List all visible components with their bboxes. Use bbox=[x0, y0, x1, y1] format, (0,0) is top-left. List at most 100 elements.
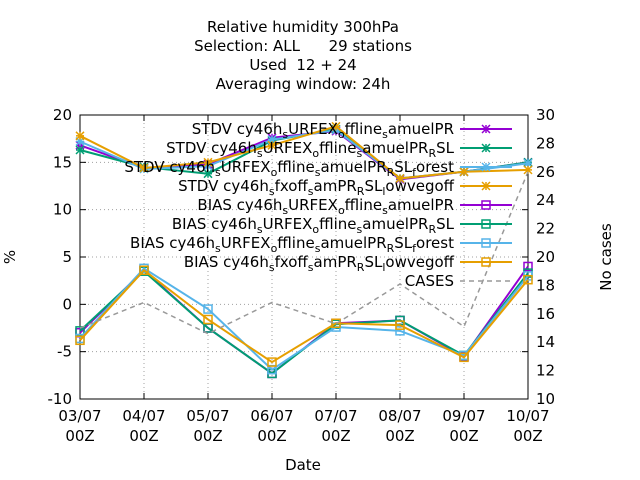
legend-label-6-part-8: f bbox=[412, 242, 417, 255]
chart-title: Relative humidity 300hPa Selection: ALL … bbox=[194, 18, 412, 93]
legend-label-2-part-5: amuelPR bbox=[320, 158, 386, 176]
legend-label-7-part-3: amPR bbox=[314, 253, 357, 271]
legend-label-1-part-4: s bbox=[357, 147, 363, 160]
series-3-point-4 bbox=[331, 121, 341, 131]
series-line-8 bbox=[79, 171, 529, 335]
x-tick-label-6-0: 09/07 bbox=[442, 407, 485, 425]
legend-marker-7-box bbox=[481, 257, 491, 267]
series-7-point-6 bbox=[459, 352, 469, 363]
legend-label-5-part-6: R bbox=[428, 223, 436, 236]
x-tick-label-6-1: 00Z bbox=[449, 427, 478, 445]
y2-tick-label-7: 24 bbox=[536, 191, 555, 209]
series-7-point-2-box bbox=[203, 314, 213, 325]
series-7-point-1-box bbox=[139, 265, 149, 276]
x-tick-label-1-1: 00Z bbox=[129, 427, 158, 445]
legend-label-6-part-0: s bbox=[215, 242, 221, 255]
legend-label-7-part-1: fxoff bbox=[275, 253, 309, 271]
legend-label-4-part-4: s bbox=[382, 204, 388, 217]
legend-label-0-part-0: s bbox=[282, 128, 288, 141]
legend-label-3-part-1: fxoff bbox=[275, 177, 309, 195]
series-3-point-3 bbox=[267, 140, 277, 150]
series-3-point-6 bbox=[459, 167, 469, 177]
x-tick-label-4-0: 07/07 bbox=[314, 407, 357, 425]
legend-label-1-part-1: URFEX bbox=[263, 139, 313, 157]
legend-label-2-part-8: f bbox=[412, 166, 417, 179]
y-tick-label-6: 20 bbox=[53, 106, 72, 124]
series-7-point-7 bbox=[523, 274, 533, 285]
legend-label-5-part-2: o bbox=[312, 223, 319, 236]
series-7-point-6-box bbox=[459, 352, 469, 363]
legend-label-2-part-0: s bbox=[215, 166, 221, 179]
legend-label-5-part-3: ffline bbox=[319, 215, 356, 233]
x-tick-label-5-1: 00Z bbox=[385, 427, 414, 445]
legend-label-0-part-2: o bbox=[338, 128, 345, 141]
legend-label-5-part-0: s bbox=[257, 223, 263, 236]
legend-label-0: STDV cy46hsURFEXofflinesamuelPR bbox=[192, 120, 454, 141]
legend-label-6-part-7: SL bbox=[394, 234, 413, 252]
legend-label-4-part-0: s bbox=[282, 204, 288, 217]
legend-label-5: BIAS cy46hsURFEXofflinesamuelPRRSL bbox=[172, 215, 455, 236]
legend-label-6-part-5: amuelPR bbox=[320, 234, 386, 252]
series-3-point-2 bbox=[203, 157, 213, 167]
series-3-point-5 bbox=[395, 173, 405, 183]
legend-label-7-part-2: s bbox=[308, 261, 314, 274]
series-3-point-1 bbox=[139, 163, 149, 173]
legend-label-6-part-4: s bbox=[315, 242, 321, 255]
y-tick-label-4: 10 bbox=[53, 201, 72, 219]
legend-label-2-part-6: R bbox=[387, 166, 395, 179]
x-axis-ticks: 03/07 00Z 04/07 00Z 05/07 00Z 06/07 00Z 07/07 00Z… bbox=[58, 115, 550, 445]
legend-label-4-part-2: o bbox=[338, 204, 345, 217]
series-layer bbox=[75, 121, 533, 379]
series-3 bbox=[75, 121, 533, 183]
series-8 bbox=[79, 171, 529, 335]
legend-label-1-part-2: o bbox=[312, 147, 319, 160]
title-line-1: Relative humidity 300hPa bbox=[207, 18, 399, 36]
y2-tick-label-9: 28 bbox=[536, 134, 555, 152]
x-tick-label-0-1: 00Z bbox=[65, 427, 94, 445]
legend-label-3-part-4: R bbox=[357, 185, 365, 198]
series-1-point-2 bbox=[203, 169, 213, 179]
y2-tick-label-10: 30 bbox=[536, 106, 555, 124]
legend-label-7-part-5: SL bbox=[364, 253, 383, 271]
legend-label-4-part-3: ffline bbox=[345, 196, 382, 214]
series-3-point-0 bbox=[75, 131, 85, 141]
legend-label-6-prefix: BIAS cy46h bbox=[130, 234, 215, 252]
series-line-3 bbox=[79, 125, 529, 180]
y2-tick-label-2: 14 bbox=[536, 333, 555, 351]
legend-label-7-part-4: R bbox=[357, 261, 365, 274]
series-7-point-3 bbox=[267, 357, 277, 367]
y2-tick-label-5: 20 bbox=[536, 248, 555, 266]
series-7-point-4 bbox=[331, 318, 341, 329]
series-7-point-0 bbox=[75, 335, 85, 346]
legend-label-5-part-5: amuelPR bbox=[362, 215, 428, 233]
series-7-point-4-box bbox=[331, 318, 341, 329]
legend-marker-7 bbox=[481, 257, 491, 267]
legend-label-4-part-1: URFEX bbox=[288, 196, 338, 214]
legend-label-2: STDV cy46hsURFEXofflinesamuelPRRSLforest bbox=[124, 158, 454, 179]
series-7-point-0-box bbox=[75, 335, 85, 346]
legend-label-3-part-0: s bbox=[269, 185, 275, 198]
legend-marker-6 bbox=[481, 238, 491, 248]
series-7-point-5-box bbox=[395, 320, 405, 330]
x-tick-label-2-0: 05/07 bbox=[186, 407, 229, 425]
legend-marker-5 bbox=[481, 219, 491, 229]
y-tick-label-2: 0 bbox=[62, 295, 72, 313]
legend-label-6-part-2: o bbox=[271, 242, 278, 255]
x-tick-label-0-0: 03/07 bbox=[58, 407, 101, 425]
series-7-point-3-box bbox=[267, 357, 277, 367]
legend-marker-3 bbox=[481, 181, 491, 191]
legend-label-7: BIAS cy46hsfxoffsamPRRSLlowvegoff bbox=[184, 253, 455, 274]
y2-tick-label-3: 16 bbox=[536, 305, 555, 323]
y-axis-ticks: -10 -5 0 5 10 15 20 bbox=[48, 106, 528, 408]
legend-label-6-part-3: ffline bbox=[277, 234, 314, 252]
series-line-7 bbox=[79, 268, 529, 364]
series-7-point-1 bbox=[139, 265, 149, 276]
x-tick-label-3-0: 06/07 bbox=[250, 407, 293, 425]
legend-label-5-prefix: BIAS cy46h bbox=[172, 215, 257, 233]
legend-label-1-prefix: STDV cy46h bbox=[166, 139, 257, 157]
legend-label-0-part-4: s bbox=[382, 128, 388, 141]
legend-label-6: BIAS cy46hsURFEXofflinesamuelPRRSLforest bbox=[130, 234, 454, 255]
x-tick-label-3-1: 00Z bbox=[257, 427, 286, 445]
